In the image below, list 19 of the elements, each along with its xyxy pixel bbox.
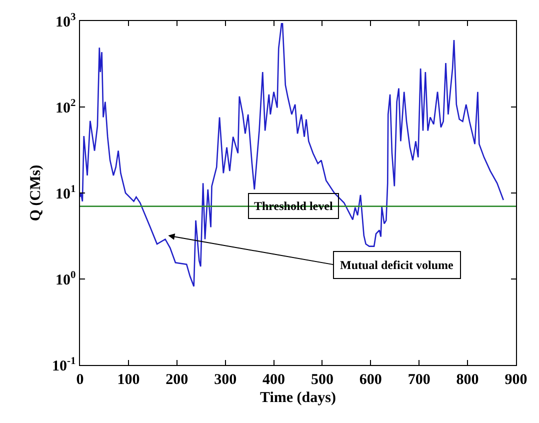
annotation: Mutual deficit volume (340, 258, 454, 272)
y-tick-label: 10$^{3}$ (56, 12, 76, 30)
line-series (80, 23, 504, 288)
x-tick-label: 600 (359, 372, 382, 388)
x-tick-label: 500 (310, 372, 334, 388)
x-tick-label: 400 (262, 372, 286, 388)
x-tick-label: 300 (214, 372, 237, 388)
x-axis-title: Time (days) (260, 390, 336, 406)
y-tick-label: 10$^{1}$ (56, 184, 76, 202)
y-tick-label: 10$^{2}$ (56, 98, 76, 116)
x-tick-label: 100 (117, 372, 140, 388)
y-tick-label: 10$^{-1}$ (52, 356, 76, 374)
x-tick-label: 700 (408, 372, 430, 388)
x-tick-label: 200 (166, 372, 188, 388)
x-tick-label: 800 (456, 372, 479, 388)
x-tick-label: 0 (76, 372, 84, 388)
y-tick-label: 10$^{0}$ (56, 270, 76, 288)
y-axis-title: Q (CMs) (28, 164, 44, 222)
x-tick-label: 900 (504, 372, 528, 388)
